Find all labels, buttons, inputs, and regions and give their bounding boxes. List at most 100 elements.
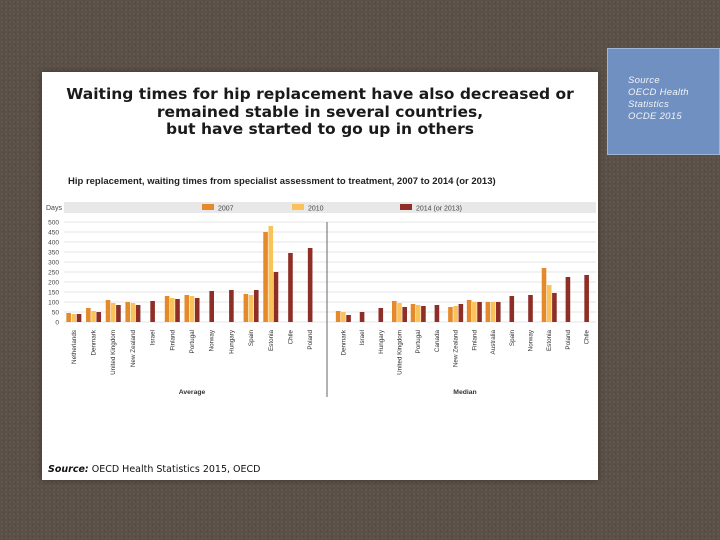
bar [71,314,77,322]
bar [341,312,346,322]
bar [472,302,477,322]
x-tick-label: New Zealand [453,330,460,368]
bar-chart: 2007 2010 2014 (or 2013) Days 0 50 100 150 200 25… [46,202,596,397]
source-footer: Source: OECD Health Statistics 2015, OEC… [48,464,260,475]
source-note: Source OECD Health Statistics OCDE 2015 [607,48,720,155]
x-tick-label: Israel [150,330,157,345]
bar [415,305,421,322]
y-tick-label: 400 [48,240,59,247]
headline-line: remained stable in several countries, [156,102,484,121]
y-axis-label: Days [46,205,62,212]
bar [485,302,491,322]
bar [453,306,458,322]
x-tick-label: Finland [169,330,176,351]
x-tick-label: Chile [287,330,294,345]
x-tick-label: Australia [490,330,497,355]
legend-label: 2010 [308,206,324,213]
bar [434,305,440,322]
y-tick-label: 250 [48,270,59,277]
legend-label: 2014 (or 2013) [416,206,462,213]
x-tick-label: Spain [248,330,255,347]
source-note-line: OECD Health [628,87,689,98]
bar [86,308,91,322]
y-tick-label: 300 [48,260,59,267]
bar [421,306,426,322]
bar [253,290,259,322]
x-tick-label: Estonia [268,330,275,352]
legend-swatch [400,204,412,210]
bar [116,305,121,322]
x-tick-label: Denmark [340,329,347,355]
bar [91,311,96,322]
y-tick-label: 450 [48,230,59,237]
bar [477,302,482,322]
source-note-line: Statistics [628,99,670,110]
bar [263,232,268,322]
x-tick-label: Netherlands [71,330,78,364]
bar [541,268,547,322]
bar [184,295,190,322]
x-tick-label: Spain [509,330,516,347]
chart-title: Hip replacement, waiting times from spec… [68,176,496,187]
legend-label: 2007 [218,206,234,213]
bar [509,296,515,322]
bar [164,296,170,322]
bar [402,307,407,322]
x-tick-label: Portugal [415,330,422,353]
bar [66,313,71,322]
x-tick-label: Estonia [546,330,553,352]
x-tick-label: Hungary [378,329,385,354]
bar [268,226,274,322]
y-tick-label: 200 [48,280,59,287]
source-note-line: Source [628,75,660,86]
source-footer-label: Source: [48,464,89,475]
x-tick-label: Portugal [189,330,196,353]
x-tick-label: United Kingdom [397,330,404,375]
x-tick-label: Hungary [228,329,235,354]
bar [170,298,175,322]
x-tick-label: Norway [209,329,216,351]
bar [130,303,136,322]
bar [135,305,141,322]
y-tick-label: 0 [55,320,59,327]
bar [346,315,351,322]
bar [397,303,402,322]
bar [584,275,589,322]
slide-headline: Waiting times for hip replacement have a… [42,85,598,139]
bar [209,291,214,322]
y-tick-label: 350 [48,250,59,257]
bar [565,277,571,322]
group-label: Average [179,389,206,396]
bar [335,311,341,322]
x-tick-label: Finland [471,330,478,351]
legend-swatch [292,204,304,210]
bar [189,296,195,322]
bar [495,302,501,322]
x-tick-label: Canada [434,330,441,353]
x-tick-label: New Zealand [130,330,137,368]
bar [243,294,249,322]
y-tick-label: 100 [48,300,59,307]
bar [490,302,496,322]
headline-line: but have started to go up in others [166,120,474,138]
bar [378,308,384,322]
bar [466,300,472,322]
x-tick-label: Chile [584,330,591,345]
bar [528,295,533,322]
x-tick-label: United Kingdom [110,330,117,375]
headline-line: Waiting times for hip replacement have a… [66,85,574,103]
bar [194,298,200,322]
bar [248,295,254,322]
chart-panel: Waiting times for hip replacement have a… [42,72,598,480]
bar [229,290,234,322]
bar [150,301,155,322]
bar [307,248,313,322]
bar [175,299,180,322]
bar [392,301,397,322]
legend-band [64,202,596,213]
source-note-line: OCDE 2015 [628,111,682,122]
source-footer-text: OECD Health Statistics 2015, OECD [88,464,261,475]
y-tick-label: 50 [52,310,60,317]
legend-swatch [202,204,214,210]
x-tick-label: Poland [565,330,572,350]
